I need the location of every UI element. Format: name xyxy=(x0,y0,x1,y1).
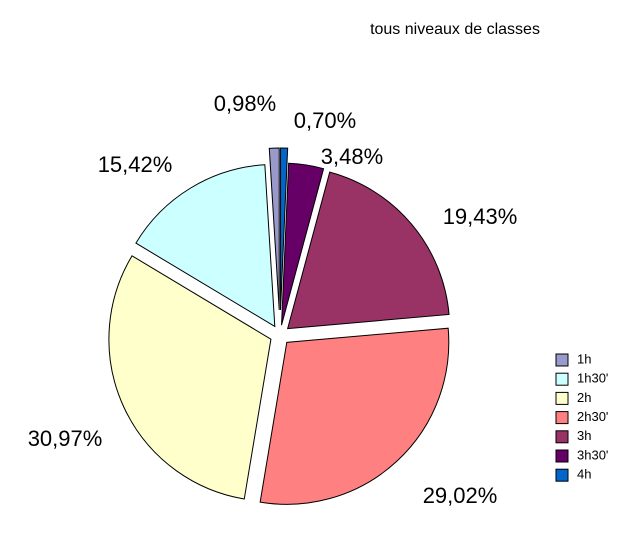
legend-label: 4h xyxy=(577,467,591,482)
pie-slice xyxy=(108,255,272,500)
value-label: 19,43% xyxy=(443,204,518,229)
pie-slice xyxy=(281,162,325,326)
legend-swatch xyxy=(555,411,569,425)
value-label: 0,98% xyxy=(214,91,276,116)
legend-label: 1h30' xyxy=(577,371,608,386)
pie-slice xyxy=(259,327,450,505)
legend-swatch xyxy=(555,430,569,444)
value-label: 15,42% xyxy=(98,152,173,177)
pie-slice xyxy=(286,171,450,330)
value-label: 30,97% xyxy=(28,426,103,451)
pie-slice xyxy=(268,147,280,311)
pie-slice xyxy=(135,164,276,328)
legend-swatch xyxy=(555,449,569,463)
pie-slice xyxy=(280,147,289,311)
legend-swatch xyxy=(555,372,569,386)
legend-label: 3h xyxy=(577,428,591,443)
value-label: 3,48% xyxy=(321,144,383,169)
value-label: 29,02% xyxy=(423,483,498,508)
legend-label: 2h30' xyxy=(577,409,608,424)
legend-swatch xyxy=(555,468,569,482)
legend-swatch xyxy=(555,353,569,367)
value-label: 0,70% xyxy=(294,108,356,133)
legend-swatch xyxy=(555,391,569,405)
chart-title: tous niveaux de classes xyxy=(370,21,540,38)
legend-label: 2h xyxy=(577,390,591,405)
legend-label: 1h xyxy=(577,351,591,366)
legend-label: 3h30' xyxy=(577,447,608,462)
